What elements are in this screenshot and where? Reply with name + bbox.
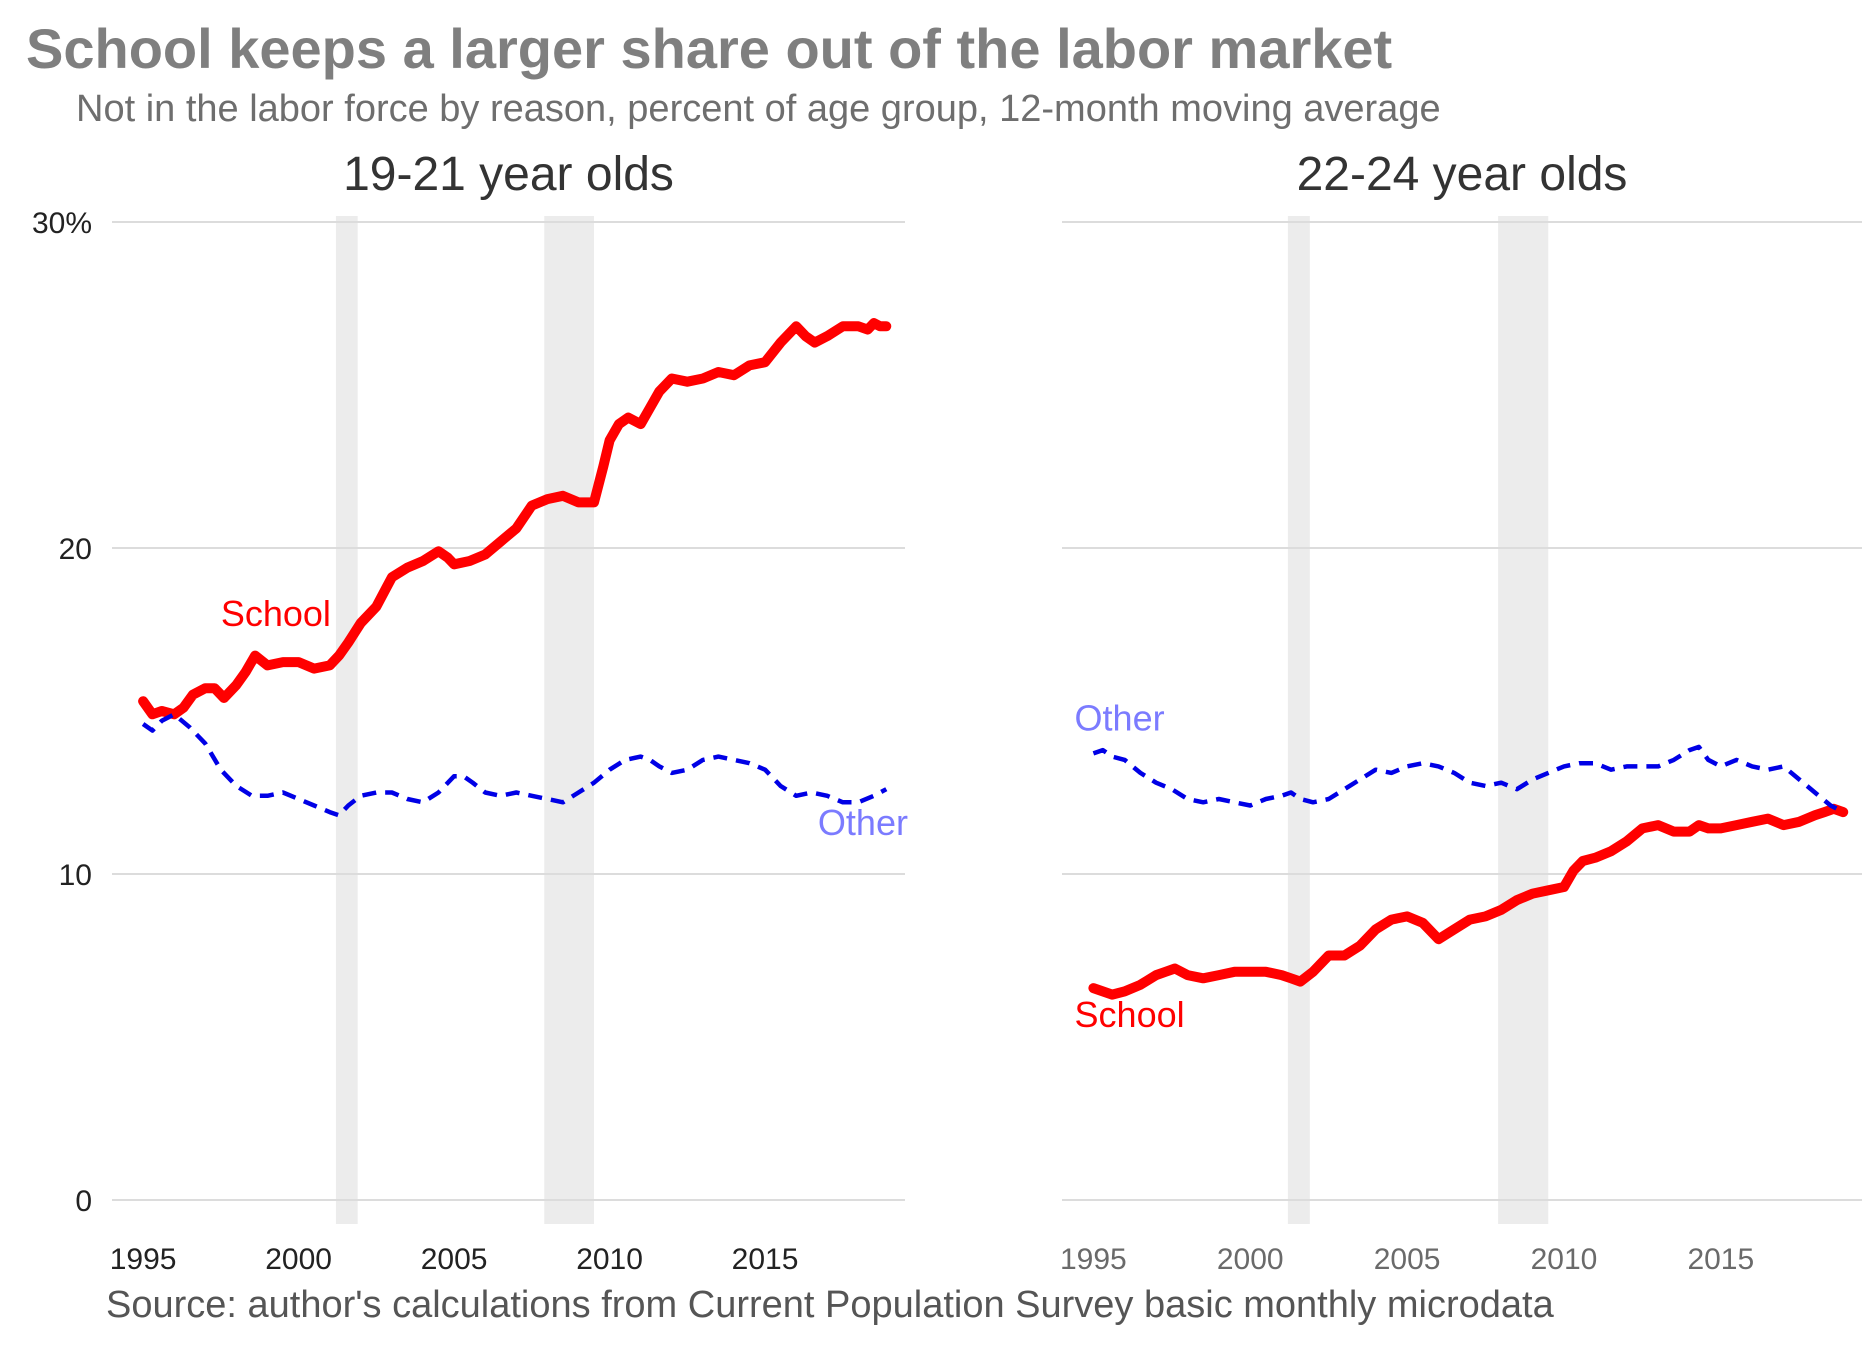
series-labels: School Other <box>1075 698 1185 1036</box>
series-label-other: Other <box>818 802 908 843</box>
x-tick-labels: 1995 2000 2005 2010 2015 <box>110 1243 799 1276</box>
recession-band-0 <box>335 216 358 1224</box>
chart-subtitle: Not in the labor force by reason, percen… <box>76 88 1441 130</box>
chart-title: School keeps a larger share out of the l… <box>26 17 1393 80</box>
series-label-school: School <box>221 593 331 634</box>
gridlines <box>112 221 905 1201</box>
y-tick-3: 30% <box>32 207 92 240</box>
x-tick-2: 2005 <box>421 1243 488 1276</box>
recession-bands <box>1287 216 1549 1224</box>
series-lines <box>138 318 892 818</box>
facet-22-24: 22-24 year olds 1995 2000 2005 2010 2015 Sch… <box>1060 148 1862 1276</box>
x-tick-4: 2015 <box>732 1243 799 1276</box>
series-label-other: Other <box>1075 698 1165 739</box>
series-label-school: School <box>1075 994 1185 1035</box>
x-tick-2: 2005 <box>1374 1243 1441 1276</box>
facet-title: 19-21 year olds <box>343 148 674 201</box>
series-line-other <box>1092 744 1845 815</box>
y-tick-2: 20 <box>59 533 92 566</box>
series-line-other <box>141 712 888 818</box>
recession-band-1 <box>1498 216 1549 1224</box>
facet-title: 22-24 year olds <box>1297 148 1628 201</box>
series-line-school <box>1088 803 1849 1000</box>
series-lines <box>1088 744 1849 1000</box>
y-tick-0: 0 <box>75 1185 92 1218</box>
y-tick-labels: 0 10 20 30% <box>32 207 92 1218</box>
x-tick-1: 2000 <box>1217 1243 1284 1276</box>
recession-band-0 <box>1287 216 1310 1224</box>
series-labels: School Other <box>221 593 908 843</box>
recession-bands <box>335 216 595 1224</box>
x-tick-0: 1995 <box>1060 1243 1127 1276</box>
facet-19-21: 19-21 year olds 0 10 20 30% 1995 2000 2005 201… <box>32 148 908 1276</box>
x-tick-3: 2010 <box>576 1243 643 1276</box>
recession-band-1 <box>544 216 595 1224</box>
gridlines <box>1062 221 1862 1201</box>
y-tick-1: 10 <box>59 859 92 892</box>
source-note: Source: author's calculations from Curre… <box>106 1284 1554 1326</box>
series-line-school <box>138 318 892 720</box>
x-tick-3: 2010 <box>1531 1243 1598 1276</box>
x-tick-4: 2015 <box>1687 1243 1754 1276</box>
x-tick-0: 1995 <box>110 1243 177 1276</box>
x-tick-labels: 1995 2000 2005 2010 2015 <box>1060 1243 1754 1276</box>
x-tick-1: 2000 <box>265 1243 332 1276</box>
